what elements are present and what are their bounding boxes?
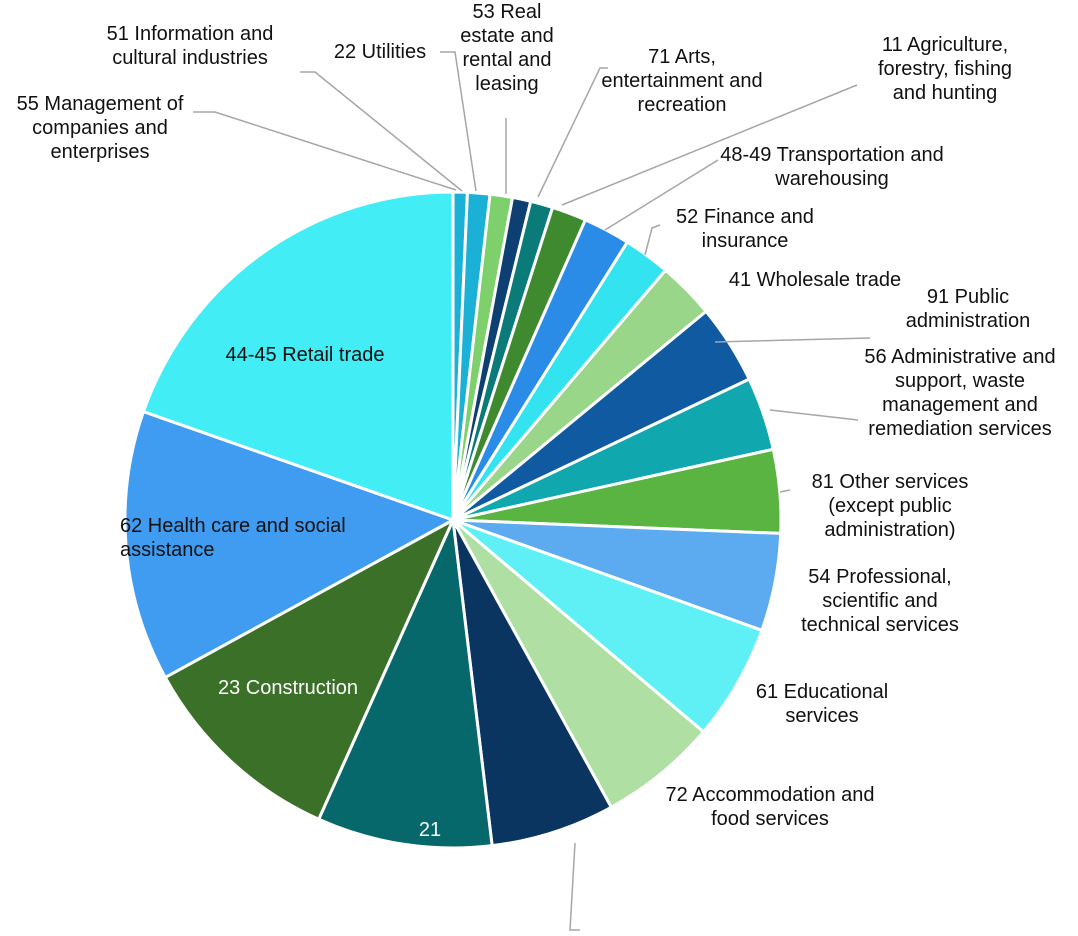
leader-line <box>604 159 719 231</box>
slice-label: 55 Management of companies and enterpris… <box>16 93 184 163</box>
leader-line <box>193 111 457 191</box>
leader-line <box>561 84 858 206</box>
slice-label: 23 Construction <box>217 677 359 699</box>
slice-label: 48-49 Transportation and warehousing <box>720 144 944 190</box>
slice-label: 72 Accommodation and food services <box>665 784 875 830</box>
slice-label: 41 Wholesale trade <box>728 269 902 291</box>
slice-label: 62 Health care and social assistance <box>120 515 346 561</box>
slice-label: 22 Utilities <box>333 41 427 63</box>
slice-label: 81 Other services (except public adminis… <box>811 471 969 541</box>
leader-line <box>644 224 661 256</box>
pie-slice <box>451 519 614 848</box>
slice-label: 52 Finance and insurance <box>676 206 814 252</box>
pie-slice <box>316 514 494 850</box>
slice-label: 71 Arts, entertainment and recreation <box>601 46 763 116</box>
slice-label: 61 Educational services <box>755 681 889 727</box>
slice-label: 11 Agriculture, forestry, fishing and hu… <box>877 34 1013 104</box>
slice-label: 44-45 Retail trade <box>225 344 385 366</box>
slice-label: 53 Real estate and rental and leasing <box>460 1 554 95</box>
pie-slice <box>141 190 455 523</box>
pie-slice <box>163 516 457 822</box>
slice-label: 54 Professional, scientific and technica… <box>801 566 959 636</box>
slice-label: 56 Administrative and support, waste man… <box>864 346 1056 440</box>
leader-line <box>569 842 580 931</box>
leader-line <box>300 71 463 192</box>
slice-label: 91 Public administration <box>905 286 1031 332</box>
leader-line <box>440 51 477 192</box>
pie-slice <box>123 409 457 680</box>
leader-line <box>779 489 791 493</box>
leader-line <box>769 409 859 421</box>
slice-label: 21 <box>418 819 442 841</box>
leader-line <box>714 337 871 343</box>
leader-line <box>537 67 608 198</box>
slice-label: 51 Information and cultural industries <box>106 23 274 69</box>
